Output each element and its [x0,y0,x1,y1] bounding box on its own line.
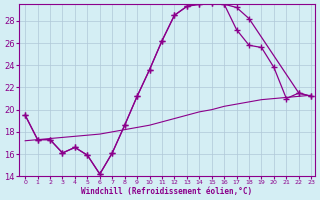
X-axis label: Windchill (Refroidissement éolien,°C): Windchill (Refroidissement éolien,°C) [81,187,252,196]
